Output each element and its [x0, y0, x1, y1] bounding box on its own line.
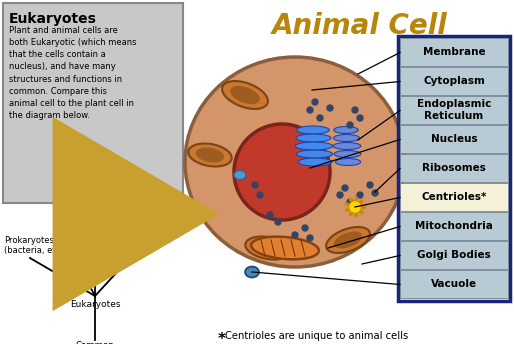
FancyBboxPatch shape [400, 67, 508, 95]
Circle shape [292, 232, 298, 238]
FancyBboxPatch shape [400, 96, 508, 124]
Ellipse shape [296, 142, 333, 150]
Ellipse shape [230, 86, 260, 104]
Circle shape [350, 202, 360, 212]
Text: Golgi Bodies: Golgi Bodies [417, 250, 491, 260]
Text: Eukaryotes: Eukaryotes [9, 12, 97, 26]
Ellipse shape [298, 158, 332, 166]
Text: Plants: Plants [118, 247, 146, 256]
Text: Eukaryotes: Eukaryotes [70, 300, 120, 309]
Text: Cytoplasm: Cytoplasm [423, 76, 485, 86]
Circle shape [317, 115, 323, 121]
Text: Mitochondria: Mitochondria [415, 221, 493, 231]
Ellipse shape [251, 237, 319, 259]
Circle shape [267, 212, 273, 218]
Circle shape [275, 219, 281, 225]
Circle shape [257, 192, 263, 198]
Ellipse shape [326, 227, 370, 253]
Ellipse shape [222, 81, 268, 109]
Circle shape [252, 182, 258, 188]
Text: Centrioles*: Centrioles* [421, 192, 487, 202]
Text: Endoplasmic
Reticulum: Endoplasmic Reticulum [417, 99, 491, 121]
Ellipse shape [234, 124, 330, 220]
FancyBboxPatch shape [400, 125, 508, 153]
Text: Prokaryotes
(bacteria, etc.): Prokaryotes (bacteria, etc.) [4, 236, 66, 255]
Ellipse shape [297, 126, 329, 134]
Circle shape [367, 182, 373, 188]
Ellipse shape [245, 236, 291, 259]
FancyBboxPatch shape [400, 38, 508, 66]
Circle shape [312, 99, 318, 105]
Text: *: * [218, 332, 226, 344]
Circle shape [307, 107, 313, 113]
Text: Vacuole: Vacuole [431, 279, 477, 289]
FancyBboxPatch shape [400, 183, 508, 211]
Ellipse shape [188, 143, 232, 166]
Text: Centrioles are unique to animal cells: Centrioles are unique to animal cells [225, 331, 408, 341]
Text: Membrane: Membrane [423, 47, 485, 57]
Circle shape [302, 225, 308, 231]
Ellipse shape [334, 127, 358, 133]
Ellipse shape [234, 171, 246, 180]
Ellipse shape [334, 135, 359, 141]
FancyBboxPatch shape [3, 3, 183, 203]
FancyBboxPatch shape [400, 270, 508, 298]
Circle shape [327, 105, 333, 111]
Text: Animal Cell: Animal Cell [272, 12, 448, 40]
Circle shape [352, 107, 358, 113]
FancyBboxPatch shape [400, 154, 508, 182]
Text: Plant and animal cells are
both Eukaryotic (which means
that the cells contain a: Plant and animal cells are both Eukaryot… [9, 26, 137, 120]
Ellipse shape [253, 240, 283, 256]
Ellipse shape [297, 150, 333, 158]
Circle shape [342, 185, 348, 191]
Circle shape [337, 192, 343, 198]
Ellipse shape [245, 267, 259, 278]
Ellipse shape [336, 159, 361, 165]
Ellipse shape [333, 142, 361, 150]
FancyBboxPatch shape [400, 241, 508, 269]
Text: Fungi: Fungi [63, 247, 87, 256]
Circle shape [347, 122, 353, 128]
Text: Nucleus: Nucleus [431, 134, 478, 144]
Text: Common
Ancestor: Common Ancestor [76, 341, 115, 344]
Ellipse shape [296, 134, 331, 142]
Text: Animals: Animals [74, 209, 116, 218]
FancyBboxPatch shape [400, 212, 508, 240]
Circle shape [372, 190, 378, 196]
Ellipse shape [334, 151, 361, 158]
FancyBboxPatch shape [68, 206, 122, 222]
Circle shape [347, 199, 353, 205]
Circle shape [357, 115, 363, 121]
Circle shape [307, 235, 313, 241]
Circle shape [357, 192, 363, 198]
Text: Ribosomes: Ribosomes [422, 163, 486, 173]
Ellipse shape [185, 57, 405, 267]
Ellipse shape [334, 232, 362, 248]
Ellipse shape [196, 148, 224, 162]
